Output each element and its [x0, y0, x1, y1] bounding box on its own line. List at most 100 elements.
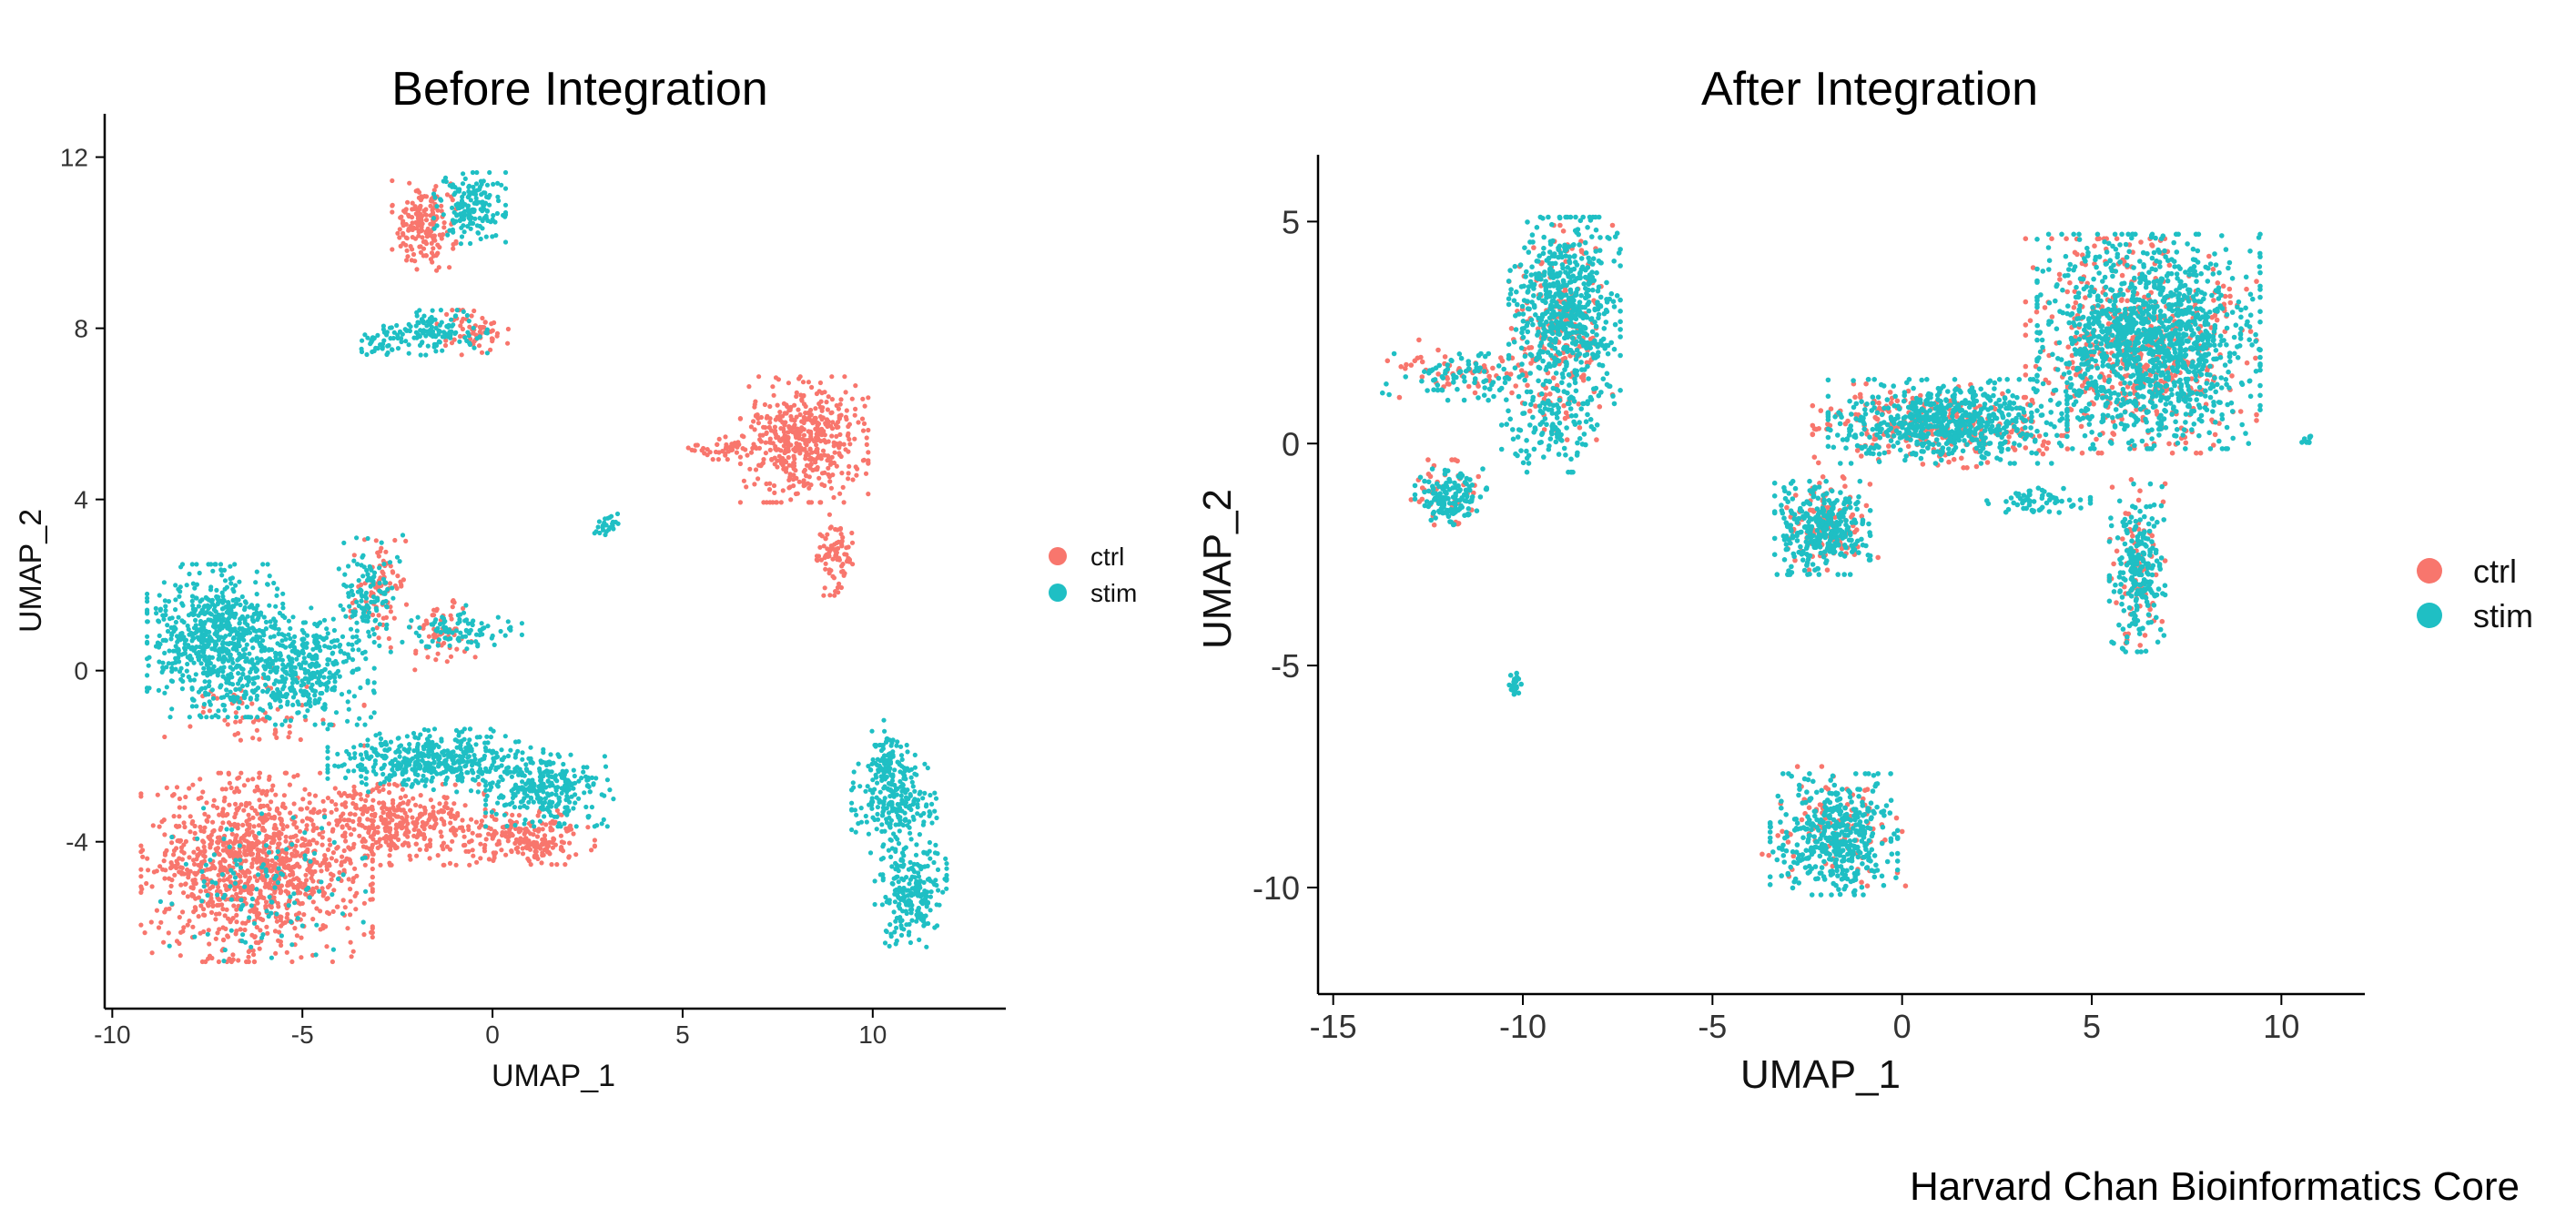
data-point: [181, 871, 187, 877]
data-point: [222, 717, 228, 723]
data-point: [269, 693, 274, 698]
data-point: [437, 756, 442, 761]
data-point: [862, 403, 867, 409]
data-point: [548, 825, 553, 830]
data-point: [255, 685, 261, 691]
data-point: [244, 655, 249, 662]
data-point: [449, 807, 454, 813]
data-point: [377, 565, 382, 571]
data-point: [463, 848, 469, 854]
data-point: [832, 450, 837, 455]
data-point: [229, 656, 235, 662]
data-point: [365, 743, 370, 748]
data-point: [289, 669, 295, 675]
data-point: [371, 573, 377, 580]
data-point: [548, 813, 554, 818]
data-point: [753, 467, 759, 472]
data-point: [537, 766, 543, 772]
data-point: [534, 796, 541, 801]
data-point: [466, 754, 472, 759]
data-point: [292, 926, 298, 931]
data-point: [361, 807, 367, 813]
data-point: [387, 790, 392, 796]
data-point: [187, 855, 192, 860]
data-point: [397, 235, 402, 240]
data-point: [390, 797, 396, 804]
data-point: [260, 688, 266, 695]
data-point: [381, 801, 387, 807]
data-point: [157, 593, 162, 598]
data-point: [554, 807, 561, 814]
data-point: [494, 210, 501, 217]
data-point: [274, 911, 279, 917]
data-point: [444, 795, 450, 800]
data-point: [523, 845, 529, 850]
data-point: [172, 872, 177, 878]
data-point: [330, 828, 335, 834]
data-point: [304, 887, 309, 892]
data-point: [209, 838, 215, 844]
data-point: [234, 929, 239, 934]
data-point: [221, 798, 227, 804]
data-point: [248, 696, 253, 702]
data-point: [498, 628, 503, 634]
data-point: [218, 770, 224, 776]
data-point: [225, 811, 230, 817]
data-point: [403, 242, 409, 248]
data-point: [397, 749, 402, 755]
data-point: [346, 591, 351, 596]
data-point: [214, 630, 220, 635]
data-point: [318, 863, 323, 868]
data-point: [236, 851, 241, 858]
data-point: [403, 602, 410, 607]
data-point: [227, 844, 232, 850]
data-point: [304, 878, 309, 883]
data-point: [228, 696, 234, 702]
data-point: [208, 671, 213, 676]
data-point: [400, 533, 406, 538]
data-point: [846, 544, 851, 550]
data-point: [238, 858, 243, 863]
data-point: [231, 589, 237, 594]
data-point: [222, 578, 228, 584]
data-point: [279, 831, 284, 837]
data-point: [825, 532, 830, 537]
data-point: [827, 474, 833, 480]
data-point: [829, 410, 835, 415]
data-point: [368, 715, 374, 720]
data-point: [386, 635, 391, 642]
data-point: [794, 390, 799, 395]
data-point: [481, 777, 486, 783]
data-point: [341, 582, 347, 588]
data-point: [188, 611, 195, 616]
data-point: [520, 756, 525, 762]
data-point: [817, 380, 824, 386]
data-point: [177, 814, 182, 819]
data-point: [786, 462, 792, 468]
data-point: [395, 736, 401, 741]
data-point: [207, 679, 212, 685]
data-point: [205, 901, 210, 907]
data-point: [242, 873, 248, 879]
data-point: [459, 825, 465, 830]
data-point: [526, 799, 532, 805]
data-point: [168, 624, 174, 631]
data-point: [589, 848, 594, 853]
data-point: [378, 736, 384, 742]
data-point: [388, 645, 393, 650]
data-point: [195, 846, 200, 852]
data-point: [573, 800, 578, 806]
data-point: [222, 624, 228, 629]
data-point: [164, 685, 169, 690]
data-point: [326, 861, 331, 867]
data-point: [198, 776, 203, 782]
data-point: [257, 775, 262, 780]
data-point: [491, 181, 496, 187]
data-point: [221, 665, 227, 670]
data-point: [554, 862, 560, 868]
data-point: [191, 660, 197, 665]
data-point: [230, 666, 236, 672]
data-point: [254, 655, 259, 661]
data-point: [459, 225, 464, 230]
data-point: [234, 919, 239, 925]
